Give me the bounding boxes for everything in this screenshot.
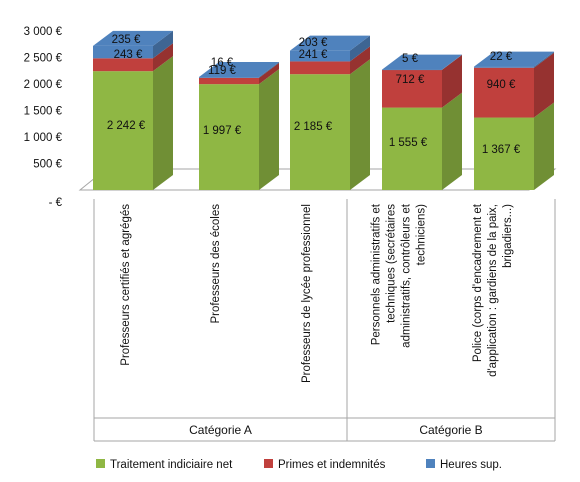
category-label-line: techniques (secrétaires — [386, 204, 398, 323]
data-label: 2 242 € — [107, 120, 146, 132]
bar-segment-1-side — [534, 102, 554, 190]
y-tick-label: 500 € — [33, 159, 62, 171]
bar-top — [382, 54, 462, 70]
legend-item: Traitement indiciaire net — [96, 459, 233, 471]
bar-top — [199, 62, 279, 78]
data-label: 1 367 € — [482, 144, 521, 156]
y-tick-label: 2 000 € — [24, 79, 63, 91]
bar-segment-2-side — [350, 46, 370, 75]
data-label: 22 € — [490, 51, 513, 63]
bars — [93, 30, 554, 191]
data-label: 1 555 € — [389, 137, 428, 149]
bar-segment-2-front — [93, 58, 153, 72]
bar-segment-2-side — [153, 43, 173, 72]
legend: Traitement indiciaire net Primes et indem… — [96, 459, 502, 471]
category-group-label: Catégorie B — [419, 423, 482, 437]
data-label: 203 € — [299, 37, 328, 49]
y-tick-label: 1 500 € — [24, 106, 63, 118]
category-label-text: Police (corps d'encadrement et d'applicat… — [472, 203, 514, 377]
bar-segment-2-front — [382, 69, 442, 108]
y-tick-label: 1 000 € — [24, 132, 63, 144]
data-label: 5 € — [402, 53, 419, 65]
bar-segment-2-front — [474, 67, 534, 118]
y-tick-label: 2 500 € — [24, 53, 63, 65]
bar-segment-2-side — [259, 62, 279, 85]
legend-item: Heures sup. — [426, 459, 502, 471]
data-label: 1 997 € — [203, 125, 242, 137]
category-label-line: Professeurs de lycée professionnel — [301, 204, 313, 383]
category-label: Professeurs de lycée professionnel — [301, 204, 313, 383]
category-label-text: Personnels administratifs et techniques (… — [371, 203, 428, 348]
category-label-line: administratifs, contrôleurs et — [401, 203, 413, 348]
data-label: 119 € — [208, 65, 237, 77]
data-labels: 2 242 € 243 € 235 € 1 997 € 119 €16 € 2 185 €… — [107, 34, 521, 156]
category-label: Personnels administratifs et techniques (… — [371, 203, 428, 348]
bar-segment-1-front — [382, 107, 442, 190]
data-label: 940 € — [487, 79, 516, 91]
data-label: 712 € — [396, 74, 425, 86]
data-label: 241 € — [299, 49, 328, 61]
category-label: Police (corps d'encadrement et d'applicat… — [472, 203, 514, 377]
data-label: 235 € — [112, 34, 141, 46]
category-label-text: Professeurs de lycée professionnel — [301, 204, 313, 383]
bar-segment-3-front — [93, 45, 153, 59]
bar-segment-3-side — [259, 62, 279, 78]
category-label-line: Professeurs des écoles — [210, 204, 222, 324]
legend-label: Traitement indiciaire net — [110, 459, 233, 471]
category-group-label: Catégorie A — [189, 423, 252, 437]
bar-segment-1-front — [93, 71, 153, 190]
category-label-text: Professeurs certifiés et agrégés — [120, 204, 132, 366]
bar-segment-2-front — [290, 61, 350, 75]
bar-segment-1-side — [350, 59, 370, 190]
category-label: Professeurs certifiés et agrégés — [120, 204, 132, 366]
bar-segment-3-front — [290, 50, 350, 62]
bar-top — [93, 30, 173, 46]
bar-segment-3-side — [153, 30, 173, 59]
legend-swatch — [264, 459, 273, 468]
legend-swatch — [426, 459, 435, 468]
y-axis: - € 500 € 1 000 € 1 500 € 2 000 € 2 500 € 3 00… — [24, 26, 63, 209]
category-label-text: Professeurs des écoles — [210, 204, 222, 324]
category-label-line: Professeurs certifiés et agrégés — [120, 204, 132, 366]
data-label: 2 185 € — [294, 121, 333, 133]
bar-segment-1-front — [474, 117, 534, 190]
bar-segment-1-side — [259, 69, 279, 190]
category-table: Professeurs certifiés et agrégés Professe… — [93, 199, 556, 442]
bar-segment-2-front — [199, 77, 259, 85]
bar-segment-3-side — [442, 54, 462, 70]
bar-segment-2-side — [442, 54, 462, 108]
bar-segment-2-side — [534, 52, 554, 118]
data-label: 16 € — [211, 57, 234, 69]
category-label-line: Police (corps d'encadrement et — [472, 203, 484, 362]
legend-item: Primes et indemnités — [264, 459, 386, 471]
y-tick-label: 3 000 € — [24, 26, 63, 38]
bar-top — [474, 51, 554, 67]
data-label: 243 € — [114, 49, 143, 61]
legend-label: Primes et indemnités — [278, 459, 386, 471]
bar-segment-1-side — [153, 56, 173, 191]
y-tick-label: - € — [49, 197, 63, 209]
bar-segment-3-side — [350, 35, 370, 62]
category-label-line: Personnels administratifs et — [371, 203, 383, 345]
legend-swatch — [96, 459, 105, 468]
category-label: Professeurs des écoles — [210, 204, 222, 324]
category-label-line: brigadiers...) — [502, 204, 514, 268]
bar-segment-3-front — [474, 66, 534, 68]
bar-segment-3-front — [382, 69, 442, 71]
bar-segment-3-front — [199, 77, 259, 78]
bar-segment-1-front — [199, 84, 259, 190]
bar-segment-1-side — [442, 92, 462, 190]
bar-segment-1-front — [290, 74, 350, 190]
category-label-line: d'application : gardiens de la paix, — [487, 204, 499, 377]
bar-segment-3-side — [534, 51, 554, 68]
bar-top — [290, 35, 370, 51]
legend-label: Heures sup. — [440, 459, 502, 471]
category-label-line: techniciens) — [416, 204, 428, 266]
